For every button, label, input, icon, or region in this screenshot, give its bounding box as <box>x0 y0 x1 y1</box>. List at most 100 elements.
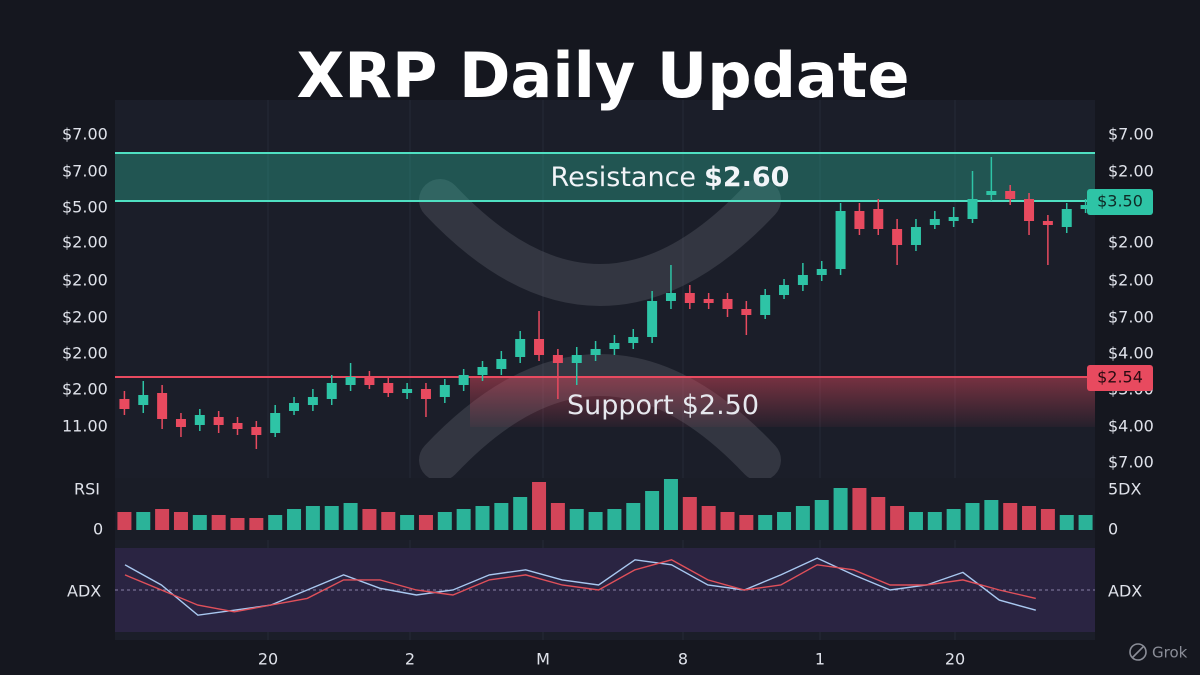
right-axis-label: $2.00 <box>1108 162 1154 181</box>
candle-body <box>213 417 224 425</box>
rsi-bar <box>550 503 565 530</box>
plot-layer: $7.00 $7.00 $5.00 $2.00 $2.00 $2.00 $2.00 $2.00… <box>62 125 1154 669</box>
candle-body <box>571 355 582 363</box>
candle-body <box>703 299 714 303</box>
candle-body <box>138 395 149 405</box>
rsi-bar <box>588 512 603 530</box>
price-tag: $3.50 <box>1097 192 1143 211</box>
candle-body <box>948 217 959 221</box>
rsi-bar <box>1078 515 1093 530</box>
candle-body <box>383 383 394 393</box>
rsi-bar <box>192 515 207 530</box>
rsi-bar <box>626 503 641 530</box>
adx-label: ADX <box>67 582 101 601</box>
rsi-bar <box>211 515 226 530</box>
chart-title: XRP Daily Update <box>296 39 909 112</box>
resistance-value-label: $2.60 <box>704 162 789 193</box>
candle-body <box>722 299 733 309</box>
candle-body <box>402 389 413 393</box>
candle-body <box>1061 209 1072 227</box>
candle-body <box>364 377 375 385</box>
candle-body <box>477 367 488 375</box>
candle-body <box>552 355 563 363</box>
left-axis-label: $5.00 <box>62 198 108 217</box>
rsi-bar <box>1022 506 1037 530</box>
rsi-bar <box>456 509 471 530</box>
left-axis-label: $2.00 <box>62 271 108 290</box>
support-value-label: $2.50 <box>682 390 759 421</box>
x-axis-label: 20 <box>258 650 278 669</box>
candle-body <box>232 423 243 429</box>
candle-body <box>251 427 262 435</box>
x-axis-label: 2 <box>405 650 415 669</box>
rsi-bar <box>833 488 848 530</box>
left-axis-label: $2.00 <box>62 380 108 399</box>
rsi-bar <box>663 479 678 530</box>
watermark: Grok <box>1152 644 1188 662</box>
rsi-bar <box>437 512 452 530</box>
left-axis-label: $2.00 <box>62 308 108 327</box>
candle-body <box>345 377 356 385</box>
rsi-baseline-label: 0 <box>93 520 103 539</box>
x-axis-label: 1 <box>815 650 825 669</box>
candle-body <box>665 293 676 301</box>
candle-body <box>175 419 186 427</box>
resistance-band <box>115 153 1095 201</box>
right-axis-label: $7.00 <box>1108 125 1154 144</box>
support-zone <box>470 377 1095 427</box>
rsi-bar <box>758 515 773 530</box>
resistance-label: Resistance $2.60 <box>551 162 790 193</box>
candle-body <box>157 393 168 419</box>
rsi-bar <box>117 512 132 530</box>
candle-body <box>741 309 752 315</box>
candle-body <box>986 191 997 195</box>
rsi-bar <box>324 506 339 530</box>
candle-body <box>289 403 300 411</box>
x-axis-label: 20 <box>945 650 965 669</box>
rsi-bar <box>1059 515 1074 530</box>
candle-body <box>515 339 526 357</box>
rsi-bar <box>400 515 415 530</box>
candle-body <box>797 275 808 285</box>
rsi-bar <box>890 506 905 530</box>
rsi-bar <box>927 512 942 530</box>
rsi-bar <box>814 500 829 530</box>
rsi-bar <box>720 512 735 530</box>
candle-body <box>873 209 884 229</box>
rsi-bar <box>249 518 264 530</box>
rsi-bar <box>173 512 188 530</box>
rsi-bar <box>268 515 283 530</box>
rsi-bar <box>984 500 999 530</box>
rsi-bar <box>494 503 509 530</box>
candle-body <box>119 399 130 409</box>
right-axis-label: $7.00 <box>1108 308 1154 327</box>
candle-body <box>760 295 771 315</box>
rsi-bar <box>287 509 302 530</box>
candle-body <box>929 219 940 225</box>
rsi-bar <box>645 491 660 530</box>
candle-body <box>307 397 318 405</box>
right-axis-label: $4.00 <box>1108 417 1154 436</box>
left-axis-label: $7.00 <box>62 125 108 144</box>
right-axis-label: $7.00 <box>1108 453 1154 472</box>
candle-body <box>194 415 205 425</box>
right-axis-label: $4.00 <box>1108 344 1154 363</box>
support-label-text: Support <box>567 390 674 421</box>
rsi-baseline-label: 0 <box>1108 520 1118 539</box>
rsi-label: RSI <box>74 480 100 499</box>
rsi-bar <box>475 506 490 530</box>
candle-body <box>458 375 469 385</box>
candle-body <box>779 285 790 295</box>
rsi-bar <box>871 497 886 530</box>
candle-body <box>647 301 658 337</box>
candle-body <box>609 343 620 349</box>
candle-body <box>496 359 507 369</box>
right-axis-label: $2.00 <box>1108 233 1154 252</box>
rsi-bar <box>682 497 697 530</box>
rsi-bar <box>532 482 547 530</box>
candle-body <box>270 413 281 433</box>
candle-body <box>439 385 450 397</box>
candle-body <box>420 389 431 399</box>
left-axis-label: $2.00 <box>62 233 108 252</box>
